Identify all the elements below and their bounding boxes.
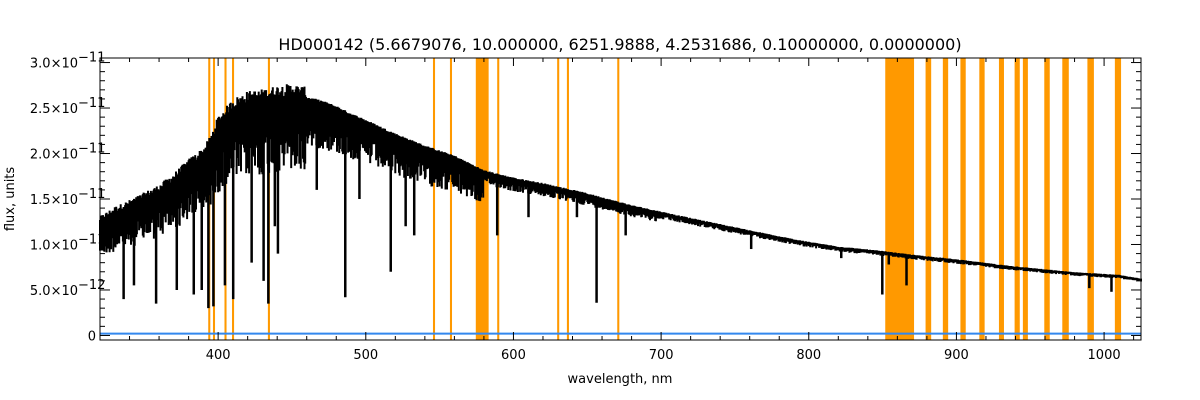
- masked-band: [449, 58, 453, 340]
- y-tick-exponent: −11: [78, 96, 105, 111]
- masked-band: [432, 58, 436, 340]
- masked-band: [925, 58, 932, 340]
- masked-band: [942, 58, 949, 340]
- x-tick-label: 800: [796, 348, 821, 363]
- y-tick-label: 1.0×10: [30, 238, 78, 253]
- masked-band: [475, 58, 489, 340]
- masked-bands-layer: [208, 58, 1122, 340]
- masked-band: [998, 58, 1004, 340]
- chart-title: HD000142 (5.6679076, 10.000000, 6251.988…: [278, 35, 961, 54]
- y-tick-label: 0: [88, 329, 96, 344]
- y-tick-label: 5.0×10: [30, 284, 78, 299]
- x-tick-label: 400: [206, 348, 231, 363]
- masked-band: [1062, 58, 1069, 340]
- masked-band: [960, 58, 966, 340]
- x-tick-label: 500: [353, 348, 378, 363]
- y-tick-label: 3.0×10: [30, 57, 78, 72]
- masked-band: [1114, 58, 1122, 340]
- masked-band: [1044, 58, 1050, 340]
- y-tick-label: 2.5×10: [30, 102, 78, 117]
- masked-band: [1087, 58, 1094, 340]
- x-tick-label: 700: [649, 348, 674, 363]
- x-tick-label: 1000: [1088, 348, 1121, 363]
- y-tick-exponent: −11: [78, 232, 105, 247]
- masked-band: [566, 58, 569, 340]
- masked-band: [557, 58, 560, 340]
- y-tick-label: 2.0×10: [30, 148, 78, 163]
- masked-band: [885, 58, 915, 340]
- masked-band: [1014, 58, 1020, 340]
- x-axis-label: wavelength, nm: [568, 372, 673, 387]
- y-tick-exponent: −11: [78, 187, 105, 202]
- x-tick-label: 600: [501, 348, 526, 363]
- y-tick-label: 1.5×10: [30, 193, 78, 208]
- masked-band: [979, 58, 985, 340]
- masked-band: [1022, 58, 1028, 340]
- y-tick-exponent: −11: [78, 51, 105, 66]
- y-tick-exponent: −11: [78, 142, 105, 157]
- spectrum-layer: [99, 84, 1142, 309]
- x-tick-label: 900: [944, 348, 969, 363]
- masked-band: [617, 58, 620, 340]
- y-axis-label: flux, units: [3, 167, 18, 232]
- spectrum-line: [99, 84, 1142, 282]
- y-tick-exponent: −12: [78, 278, 105, 293]
